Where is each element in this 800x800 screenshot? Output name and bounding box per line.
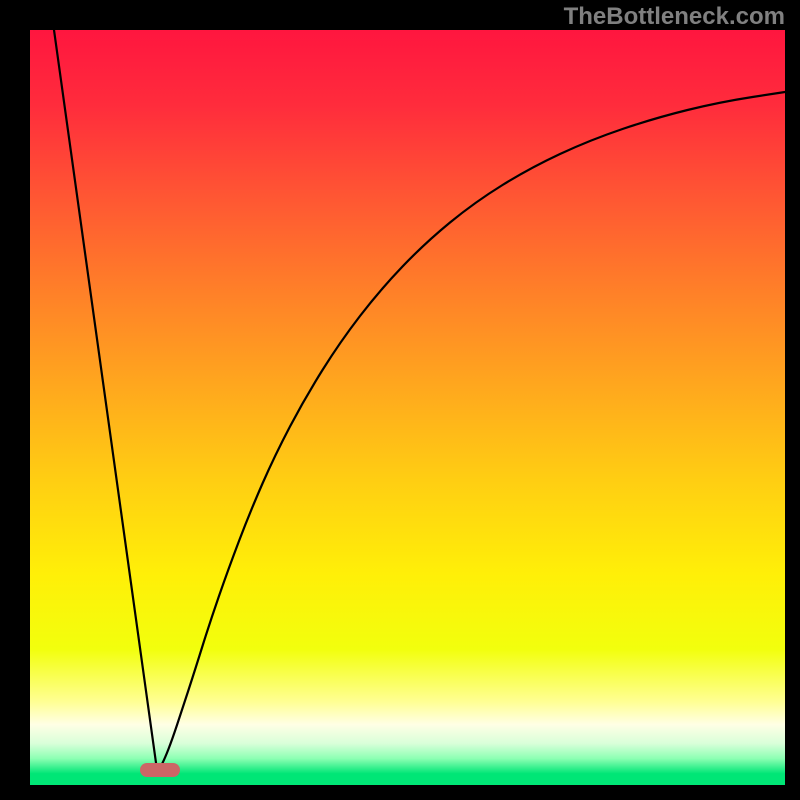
chart-container: TheBottleneck.com (0, 0, 800, 800)
watermark-text: TheBottleneck.com (564, 3, 785, 31)
optimum-marker (140, 763, 180, 777)
bottleneck-curve (0, 0, 800, 800)
